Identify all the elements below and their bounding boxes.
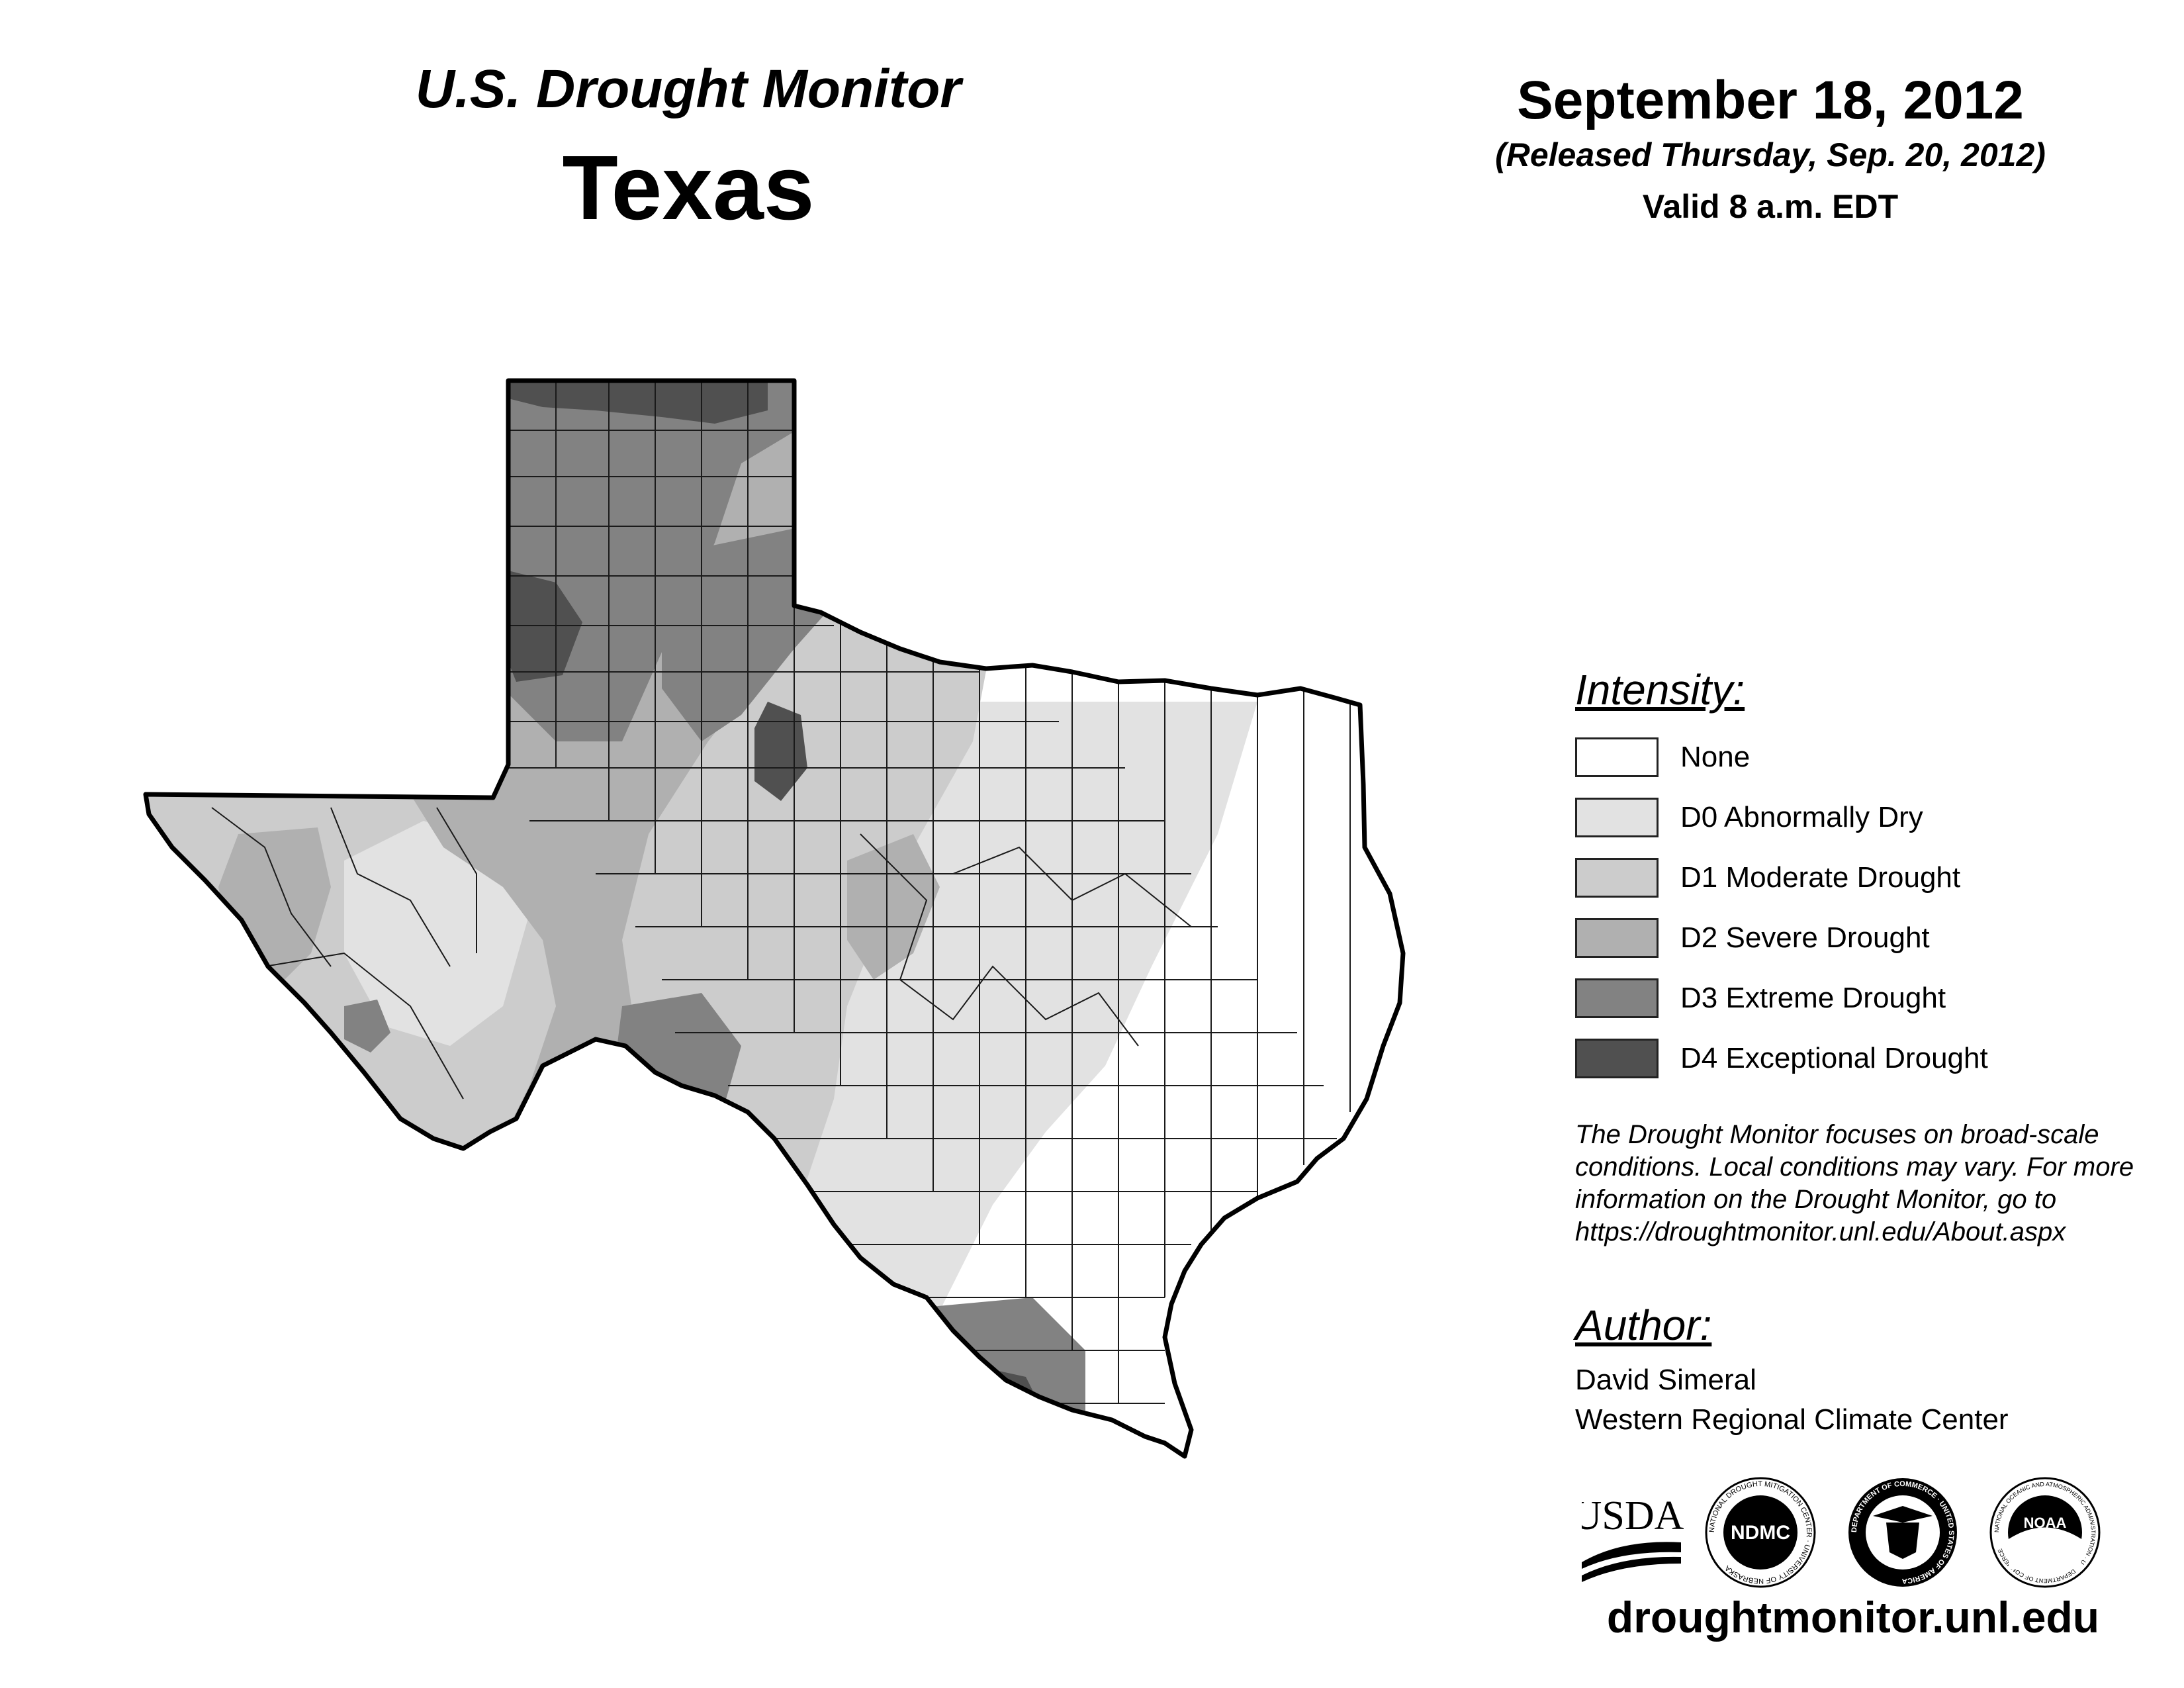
d2-area-east: [847, 834, 940, 980]
legend-item: D0 Abnormally Dry: [1575, 794, 2171, 841]
program-title: U.S. Drought Monitor: [415, 59, 962, 119]
d3-area-south: [874, 1297, 1085, 1456]
usda-text: USDA: [1582, 1493, 1684, 1538]
legend-swatch: [1575, 798, 1659, 837]
legend-swatch: [1575, 1039, 1659, 1078]
state-title: Texas: [562, 137, 815, 239]
intensity-legend: Intensity: None D0 Abnormally Dry D1 Moder…: [1575, 665, 2171, 1096]
legend-swatch: [1575, 737, 1659, 777]
legend-label: D1 Moderate Drought: [1680, 861, 1961, 894]
map-date: September 18, 2012: [1517, 70, 2024, 130]
note-line: The Drought Monitor focuses on broad-sca…: [1575, 1120, 2099, 1149]
legend-item: D1 Moderate Drought: [1575, 855, 2171, 901]
legend-label: D3 Extreme Drought: [1680, 982, 1946, 1014]
usda-logo: USDA: [1582, 1493, 1684, 1582]
legend-item: D3 Extreme Drought: [1575, 975, 2171, 1021]
author-heading: Author:: [1575, 1301, 1712, 1349]
disclaimer-note: The Drought Monitor focuses on broad-sca…: [1575, 1119, 2171, 1248]
legend-label: None: [1680, 741, 1751, 773]
legend-swatch: [1575, 978, 1659, 1018]
legend-label: D4 Exceptional Drought: [1680, 1042, 1988, 1074]
note-line: conditions. Local conditions may vary. F…: [1575, 1152, 2134, 1182]
author-organization: Western Regional Climate Center: [1575, 1403, 2009, 1436]
legend-item: D4 Exceptional Drought: [1575, 1035, 2171, 1082]
website-url[interactable]: droughtmonitor.unl.edu: [1606, 1593, 2100, 1642]
commerce-seal-logo: DEPARTMENT OF COMMERCE · UNITED STATES O…: [1848, 1478, 1957, 1587]
ndmc-logo: NATIONAL DROUGHT MITIGATION CENTER · UNI…: [1705, 1477, 1816, 1588]
d4-area-south: [907, 1364, 1046, 1456]
valid-time: Valid 8 a.m. EDT: [1642, 188, 1899, 225]
noaa-logo: NATIONAL OCEANIC AND ATMOSPHERIC ADMINIS…: [1989, 1477, 2101, 1588]
legend-title: Intensity:: [1575, 666, 1745, 714]
noaa-text: NOAA: [2024, 1515, 2067, 1531]
texas-drought-map: [132, 371, 1456, 1628]
legend-label: D2 Severe Drought: [1680, 921, 1930, 954]
d0-pocket-south: [635, 1244, 741, 1350]
ndmc-text: NDMC: [1731, 1522, 1790, 1544]
legend-item: None: [1575, 734, 2171, 780]
legend-item: D2 Severe Drought: [1575, 915, 2171, 961]
note-line: information on the Drought Monitor, go t…: [1575, 1185, 2057, 1214]
legend-swatch: [1575, 918, 1659, 958]
note-link[interactable]: https://droughtmonitor.unl.edu/About.asp…: [1575, 1217, 2066, 1246]
release-date: (Released Thursday, Sep. 20, 2012): [1495, 136, 2046, 173]
author-name: David Simeral: [1575, 1364, 1756, 1396]
legend-label: D0 Abnormally Dry: [1680, 801, 1923, 833]
d3-area-trans-pecos: [344, 1000, 390, 1053]
legend-swatch: [1575, 858, 1659, 898]
agency-logos: USDA NATIONAL DROUGHT MITIGATION CENTER …: [1582, 1477, 2101, 1588]
county-boundaries: [211, 381, 1351, 1404]
